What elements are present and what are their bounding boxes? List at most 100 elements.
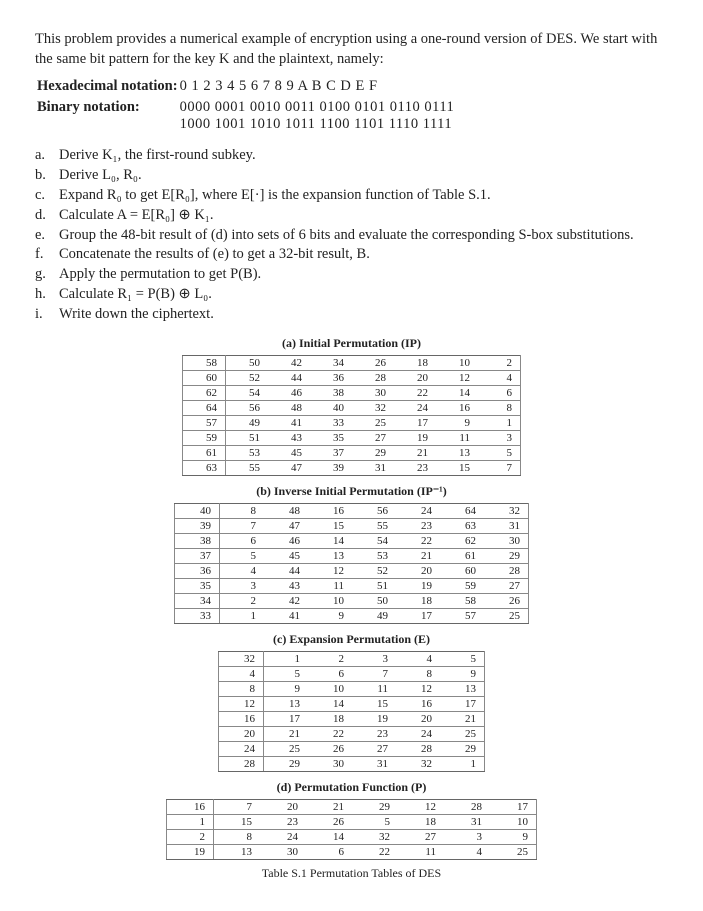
perm-cell: 32 bbox=[396, 756, 440, 771]
perm-cell: 23 bbox=[260, 814, 306, 829]
step-item: b.Derive L₀, R₀. bbox=[35, 166, 668, 185]
perm-cell: 14 bbox=[306, 829, 352, 844]
perm-cell: 29 bbox=[352, 445, 394, 460]
step-item: i.Write down the ciphertext. bbox=[35, 305, 668, 324]
step-text: Calculate R₁ = P(B) ⊕ L₀. bbox=[59, 285, 212, 304]
perm-cell: 28 bbox=[396, 741, 440, 756]
perm-cell: 18 bbox=[394, 355, 436, 370]
perm-cell: 25 bbox=[484, 608, 529, 623]
perm-cell: 49 bbox=[226, 415, 269, 430]
perm-cell: 49 bbox=[352, 608, 396, 623]
perm-cell: 32 bbox=[484, 503, 529, 518]
perm-cell: 27 bbox=[352, 430, 394, 445]
ipinv-table: 4084816562464323974715552363313864614542… bbox=[174, 503, 529, 624]
perm-cell: 14 bbox=[308, 533, 352, 548]
perm-cell: 55 bbox=[352, 518, 396, 533]
perm-cell: 11 bbox=[398, 844, 444, 859]
perm-cell: 29 bbox=[264, 756, 309, 771]
perm-cell: 58 bbox=[440, 593, 484, 608]
perm-cell: 34 bbox=[175, 593, 220, 608]
perm-cell: 55 bbox=[226, 460, 269, 475]
perm-cell: 10 bbox=[490, 814, 537, 829]
perm-cell: 20 bbox=[260, 799, 306, 814]
perm-cell: 28 bbox=[352, 370, 394, 385]
perm-cell: 4 bbox=[444, 844, 490, 859]
perm-cell: 12 bbox=[396, 681, 440, 696]
perm-cell: 16 bbox=[219, 711, 264, 726]
perm-cell: 22 bbox=[352, 844, 398, 859]
perm-cell: 3 bbox=[444, 829, 490, 844]
perm-cell: 6 bbox=[220, 533, 265, 548]
perm-cell: 51 bbox=[226, 430, 269, 445]
perm-cell: 25 bbox=[490, 844, 537, 859]
perm-cell: 2 bbox=[167, 829, 214, 844]
perm-cell: 5 bbox=[220, 548, 265, 563]
perm-cell: 60 bbox=[183, 370, 226, 385]
perm-cell: 24 bbox=[260, 829, 306, 844]
perm-cell: 40 bbox=[310, 400, 352, 415]
perm-cell: 42 bbox=[264, 593, 308, 608]
perm-cell: 9 bbox=[440, 666, 485, 681]
perm-cell: 16 bbox=[436, 400, 478, 415]
step-letter: i. bbox=[35, 305, 59, 324]
perm-cell: 36 bbox=[310, 370, 352, 385]
perm-cell: 21 bbox=[306, 799, 352, 814]
perm-cell: 15 bbox=[436, 460, 478, 475]
notations-table: Hexadecimal notation: 0 1 2 3 4 5 6 7 8 … bbox=[35, 75, 456, 136]
step-item: h.Calculate R₁ = P(B) ⊕ L₀. bbox=[35, 285, 668, 304]
perm-cell: 1 bbox=[167, 814, 214, 829]
perm-cell: 24 bbox=[219, 741, 264, 756]
perm-cell: 34 bbox=[310, 355, 352, 370]
perm-cell: 1 bbox=[440, 756, 485, 771]
perm-cell: 32 bbox=[219, 651, 264, 666]
step-text: Derive L₀, R₀. bbox=[59, 166, 142, 185]
perm-cell: 27 bbox=[398, 829, 444, 844]
step-letter: g. bbox=[35, 265, 59, 284]
perm-cell: 3 bbox=[220, 578, 265, 593]
hex-label: Hexadecimal notation: bbox=[37, 77, 178, 96]
perm-cell: 17 bbox=[264, 711, 309, 726]
perm-cell: 31 bbox=[352, 460, 394, 475]
step-text: Apply the permutation to get P(B). bbox=[59, 265, 261, 284]
perm-cell: 7 bbox=[220, 518, 265, 533]
bin-label: Binary notation: bbox=[37, 98, 178, 134]
p-title: (d) Permutation Function (P) bbox=[35, 780, 668, 795]
perm-cell: 56 bbox=[352, 503, 396, 518]
perm-cell: 11 bbox=[352, 681, 396, 696]
perm-cell: 5 bbox=[352, 814, 398, 829]
perm-cell: 21 bbox=[396, 548, 440, 563]
perm-cell: 52 bbox=[352, 563, 396, 578]
perm-cell: 40 bbox=[175, 503, 220, 518]
perm-cell: 30 bbox=[308, 756, 352, 771]
perm-cell: 20 bbox=[396, 563, 440, 578]
perm-cell: 6 bbox=[478, 385, 521, 400]
perm-cell: 6 bbox=[308, 666, 352, 681]
perm-cell: 53 bbox=[226, 445, 269, 460]
perm-cell: 11 bbox=[308, 578, 352, 593]
perm-cell: 12 bbox=[436, 370, 478, 385]
perm-cell: 12 bbox=[308, 563, 352, 578]
perm-cell: 43 bbox=[268, 430, 310, 445]
perm-cell: 44 bbox=[264, 563, 308, 578]
perm-cell: 51 bbox=[352, 578, 396, 593]
perm-cell: 39 bbox=[175, 518, 220, 533]
perm-cell: 7 bbox=[478, 460, 521, 475]
perm-cell: 16 bbox=[396, 696, 440, 711]
perm-cell: 45 bbox=[268, 445, 310, 460]
perm-cell: 25 bbox=[264, 741, 309, 756]
perm-cell: 30 bbox=[484, 533, 529, 548]
perm-cell: 24 bbox=[396, 503, 440, 518]
perm-cell: 9 bbox=[490, 829, 537, 844]
perm-cell: 45 bbox=[264, 548, 308, 563]
perm-cell: 13 bbox=[440, 681, 485, 696]
hex-value: 0 1 2 3 4 5 6 7 8 9 A B C D E F bbox=[180, 77, 455, 96]
ipinv-title: (b) Inverse Initial Permutation (IP⁻¹) bbox=[35, 484, 668, 499]
perm-cell: 63 bbox=[440, 518, 484, 533]
perm-cell: 8 bbox=[220, 503, 265, 518]
perm-cell: 30 bbox=[352, 385, 394, 400]
perm-cell: 28 bbox=[219, 756, 264, 771]
perm-cell: 19 bbox=[167, 844, 214, 859]
perm-cell: 22 bbox=[308, 726, 352, 741]
perm-cell: 15 bbox=[352, 696, 396, 711]
perm-cell: 39 bbox=[310, 460, 352, 475]
